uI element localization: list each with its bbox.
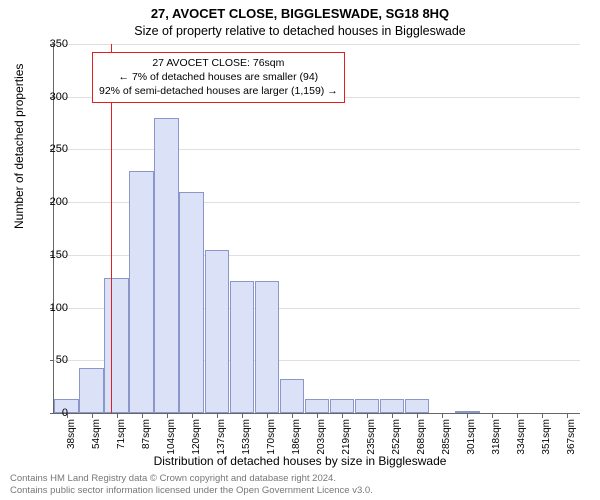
- xtick-mark: [492, 413, 493, 418]
- xtick-label: 104sqm: [166, 419, 177, 464]
- gridline: [54, 44, 580, 45]
- histogram-bar: [230, 281, 255, 413]
- xtick-label: 268sqm: [416, 419, 427, 464]
- xtick-mark: [417, 413, 418, 418]
- chart-subtitle: Size of property relative to detached ho…: [0, 24, 600, 38]
- xtick-label: 334sqm: [516, 419, 527, 464]
- xtick-mark: [92, 413, 93, 418]
- xtick-mark: [342, 413, 343, 418]
- xtick-label: 203sqm: [316, 419, 327, 464]
- xtick-mark: [392, 413, 393, 418]
- xtick-label: 54sqm: [91, 419, 102, 464]
- ytick-label: 250: [50, 143, 68, 155]
- xtick-mark: [467, 413, 468, 418]
- info-box-line1: 27 AVOCET CLOSE: 76sqm: [99, 56, 338, 70]
- histogram-bar: [355, 399, 380, 413]
- xtick-label: 137sqm: [216, 419, 227, 464]
- ytick-label: 0: [62, 407, 68, 419]
- xtick-label: 219sqm: [341, 419, 352, 464]
- xtick-mark: [242, 413, 243, 418]
- histogram-bar: [129, 171, 154, 413]
- xtick-label: 170sqm: [266, 419, 277, 464]
- xtick-mark: [217, 413, 218, 418]
- xtick-label: 367sqm: [566, 419, 577, 464]
- ytick-mark: [50, 413, 54, 414]
- ytick-mark: [50, 360, 54, 361]
- plot-area: 27 AVOCET CLOSE: 76sqm← 7% of detached h…: [53, 44, 580, 414]
- xtick-label: 38sqm: [66, 419, 77, 464]
- xtick-label: 351sqm: [541, 419, 552, 464]
- ytick-label: 50: [56, 354, 68, 366]
- xtick-mark: [542, 413, 543, 418]
- ytick-label: 200: [50, 196, 68, 208]
- xtick-mark: [117, 413, 118, 418]
- histogram-bar: [205, 250, 230, 413]
- xtick-mark: [267, 413, 268, 418]
- histogram-bar: [154, 118, 179, 413]
- histogram-bar: [330, 399, 355, 413]
- histogram-bar: [79, 368, 104, 413]
- footer-attribution: Contains HM Land Registry data © Crown c…: [10, 473, 373, 496]
- info-box-line2: ← 7% of detached houses are smaller (94): [99, 70, 338, 84]
- info-box-line3: 92% of semi-detached houses are larger (…: [99, 84, 338, 98]
- xtick-label: 235sqm: [366, 419, 377, 464]
- ytick-label: 100: [50, 302, 68, 314]
- ytick-label: 350: [50, 38, 68, 50]
- ytick-label: 300: [50, 91, 68, 103]
- xtick-label: 252sqm: [391, 419, 402, 464]
- histogram-bar: [380, 399, 405, 413]
- footer-line2: Contains public sector information licen…: [10, 485, 373, 496]
- ytick-label: 150: [50, 249, 68, 261]
- histogram-bar: [179, 192, 204, 413]
- xtick-mark: [142, 413, 143, 418]
- xtick-mark: [192, 413, 193, 418]
- xtick-mark: [517, 413, 518, 418]
- y-axis-label: Number of detached properties: [12, 64, 26, 229]
- xtick-label: 71sqm: [116, 419, 127, 464]
- xtick-label: 186sqm: [291, 419, 302, 464]
- histogram-bar: [305, 399, 330, 413]
- xtick-mark: [292, 413, 293, 418]
- histogram-bar: [280, 379, 305, 413]
- xtick-mark: [167, 413, 168, 418]
- xtick-mark: [367, 413, 368, 418]
- xtick-label: 87sqm: [141, 419, 152, 464]
- histogram-bar: [104, 278, 129, 413]
- gridline: [54, 149, 580, 150]
- chart-title-address: 27, AVOCET CLOSE, BIGGLESWADE, SG18 8HQ: [0, 6, 600, 21]
- xtick-label: 120sqm: [191, 419, 202, 464]
- xtick-mark: [442, 413, 443, 418]
- xtick-mark: [317, 413, 318, 418]
- xtick-label: 285sqm: [441, 419, 452, 464]
- footer-line1: Contains HM Land Registry data © Crown c…: [10, 473, 373, 484]
- xtick-label: 153sqm: [241, 419, 252, 464]
- info-box: 27 AVOCET CLOSE: 76sqm← 7% of detached h…: [92, 52, 345, 103]
- histogram-bar: [255, 281, 280, 413]
- xtick-label: 318sqm: [491, 419, 502, 464]
- histogram-bar: [405, 399, 430, 413]
- xtick-mark: [567, 413, 568, 418]
- xtick-label: 301sqm: [466, 419, 477, 464]
